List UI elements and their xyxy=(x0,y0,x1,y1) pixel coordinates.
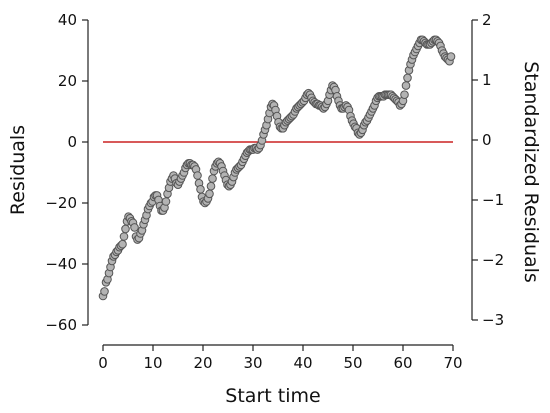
y-tick-label: 40 xyxy=(58,11,77,29)
data-point xyxy=(196,185,205,194)
data-point xyxy=(400,90,409,99)
data-point xyxy=(161,197,171,206)
data-point xyxy=(401,81,411,90)
data-point xyxy=(121,224,130,234)
left-y-axis-ticks: 40 20 0 −20 −40 −60 xyxy=(45,11,88,334)
data-point xyxy=(446,52,456,61)
right-y-axis-title: Standardized Residuals xyxy=(520,61,542,283)
x-tick-label: 20 xyxy=(193,354,212,372)
x-tick-label: 50 xyxy=(343,354,362,372)
data-point xyxy=(193,171,202,180)
y2-tick-label: 1 xyxy=(482,71,492,89)
data-point xyxy=(205,189,214,199)
left-y-axis-title: Residuals xyxy=(7,125,29,215)
y2-tick-label: 2 xyxy=(482,11,492,29)
y-tick-label: 0 xyxy=(67,133,77,151)
y-tick-label: 20 xyxy=(58,72,77,90)
data-point xyxy=(403,73,412,83)
x-tick-label: 70 xyxy=(443,354,462,372)
data-point xyxy=(208,174,217,183)
x-tick-label: 10 xyxy=(143,354,162,372)
x-axis-title: Start time xyxy=(225,385,320,407)
residual-points xyxy=(98,35,456,301)
right-y-axis-ticks: 2 1 0 −1 −2 −3 xyxy=(472,11,504,329)
y2-tick-label: −1 xyxy=(482,191,504,209)
y2-tick-label: 0 xyxy=(482,131,492,149)
x-tick-label: 30 xyxy=(243,354,262,372)
y-tick-label: −20 xyxy=(45,194,77,212)
y2-tick-label: −3 xyxy=(482,311,504,329)
data-point xyxy=(100,287,109,296)
data-point xyxy=(130,223,139,232)
data-point xyxy=(119,232,129,241)
x-tick-label: 60 xyxy=(393,354,412,372)
y-tick-label: −60 xyxy=(45,316,77,334)
data-point xyxy=(118,239,127,249)
data-point xyxy=(206,181,216,191)
x-axis-ticks: 0 10 20 30 40 50 60 70 xyxy=(98,345,463,372)
x-tick-label: 0 xyxy=(98,354,108,372)
y-tick-label: −40 xyxy=(45,255,77,273)
x-tick-label: 40 xyxy=(293,354,312,372)
y2-tick-label: −2 xyxy=(482,251,504,269)
